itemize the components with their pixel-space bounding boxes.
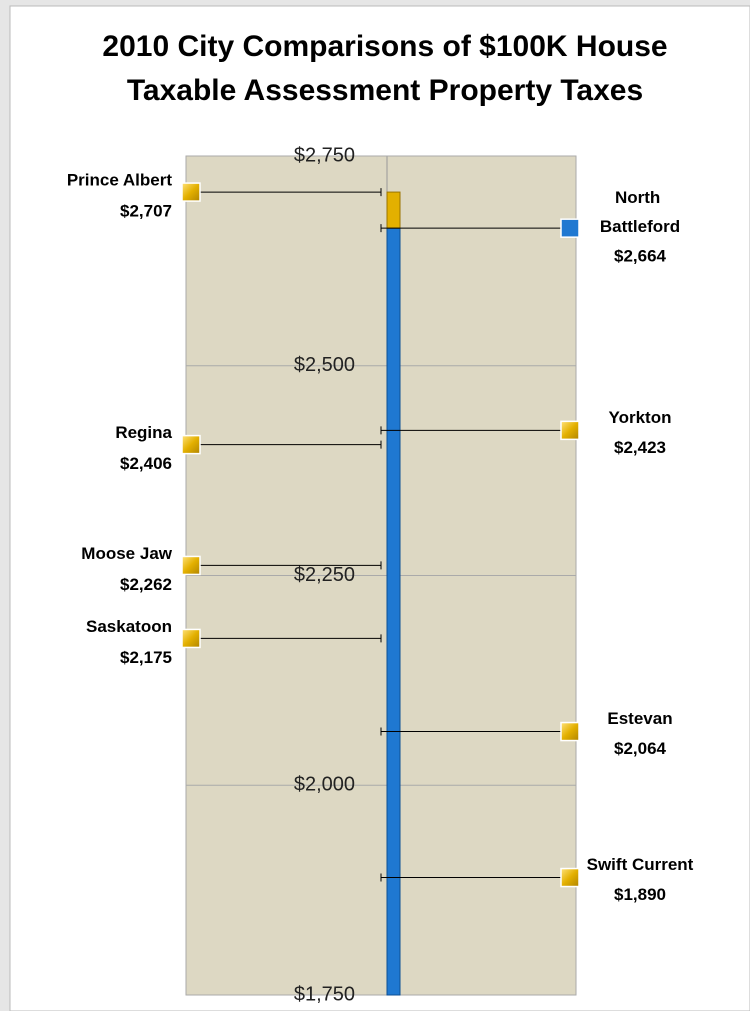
value-label: $2,664 xyxy=(614,247,667,266)
y-tick-label: $1,750 xyxy=(294,983,355,1005)
value-label: $2,262 xyxy=(120,575,172,594)
y-tick-label: $2,000 xyxy=(294,774,355,796)
chart-title: 2010 City Comparisons of $100K House xyxy=(102,30,667,63)
value-label: $2,064 xyxy=(614,739,667,758)
value-label: $2,406 xyxy=(120,454,172,473)
category-label: Regina xyxy=(115,423,172,442)
value-label: $1,890 xyxy=(614,885,666,904)
marker xyxy=(181,628,201,649)
category-label: Saskatoon xyxy=(86,617,172,636)
category-label: North Battleford xyxy=(600,189,680,237)
marker xyxy=(181,434,201,455)
category-label: Swift Current xyxy=(587,855,694,874)
marker xyxy=(560,218,580,238)
y-tick-label: $2,500 xyxy=(294,354,355,376)
chart-title: Taxable Assessment Property Taxes xyxy=(127,74,643,107)
bar-segment xyxy=(386,191,401,229)
marker xyxy=(560,721,580,742)
category-label: Estevan xyxy=(607,709,672,728)
category-label: Moose Jaw xyxy=(81,544,172,563)
y-tick-label: $2,250 xyxy=(294,564,355,586)
category-label: Yorkton xyxy=(609,408,672,427)
marker xyxy=(181,555,201,576)
category-label: Prince Albert xyxy=(67,171,173,190)
value-label: $2,175 xyxy=(120,648,172,667)
value-label: $2,423 xyxy=(614,438,666,457)
marker xyxy=(181,182,201,202)
marker xyxy=(560,867,580,888)
bar-segment xyxy=(386,227,401,996)
y-tick-label: $2,750 xyxy=(294,144,355,166)
value-label: $2,707 xyxy=(120,202,172,221)
marker xyxy=(560,420,580,441)
